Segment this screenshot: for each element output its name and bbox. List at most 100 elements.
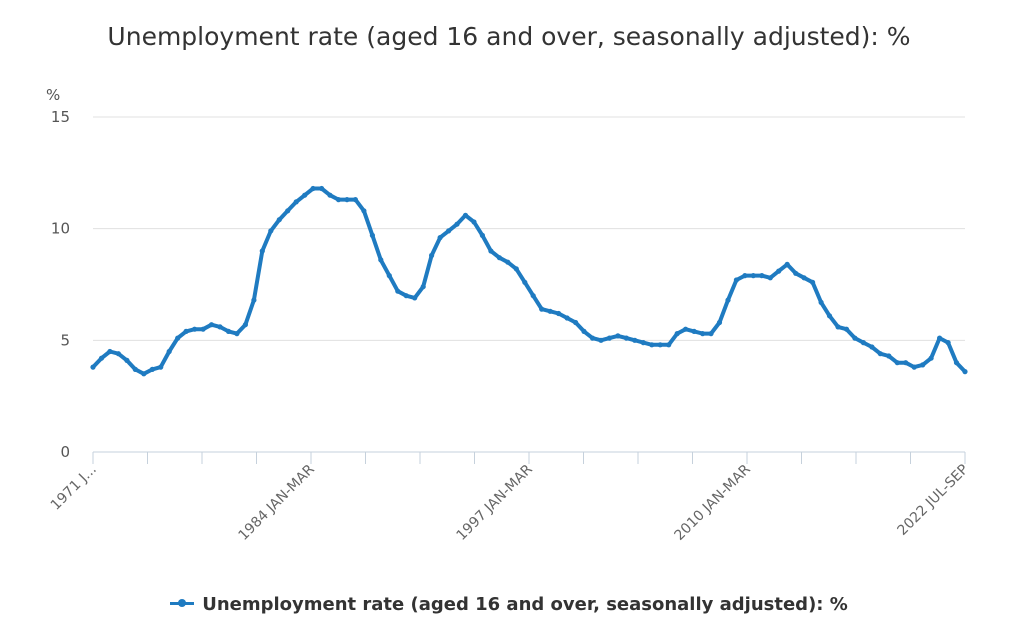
data-point[interactable] <box>581 328 587 334</box>
data-point[interactable] <box>835 324 841 330</box>
data-point[interactable] <box>920 362 926 368</box>
data-point[interactable] <box>649 342 655 348</box>
data-point[interactable] <box>522 279 528 285</box>
data-point[interactable] <box>640 340 646 346</box>
data-point[interactable] <box>437 235 443 241</box>
data-point[interactable] <box>606 335 613 341</box>
data-point[interactable] <box>420 284 426 290</box>
data-point[interactable] <box>361 208 367 214</box>
data-point[interactable] <box>708 331 714 337</box>
data-point[interactable] <box>302 192 308 198</box>
data-point[interactable] <box>691 328 697 334</box>
data-point[interactable] <box>200 326 206 332</box>
data-point[interactable] <box>327 192 333 198</box>
data-point[interactable] <box>446 228 452 234</box>
data-point[interactable] <box>962 369 968 375</box>
data-point[interactable] <box>818 299 824 305</box>
data-point[interactable] <box>192 326 198 332</box>
data-point[interactable] <box>683 326 689 332</box>
data-point[interactable] <box>623 335 630 341</box>
data-point[interactable] <box>90 364 96 370</box>
data-point[interactable] <box>276 217 282 223</box>
data-point[interactable] <box>869 344 875 350</box>
data-point[interactable] <box>759 273 765 279</box>
data-point[interactable] <box>251 297 257 303</box>
data-point[interactable] <box>547 308 553 314</box>
data-point[interactable] <box>598 337 604 343</box>
data-point[interactable] <box>268 228 274 234</box>
data-point[interactable] <box>725 297 731 303</box>
data-point[interactable] <box>589 335 596 341</box>
data-point[interactable] <box>242 322 248 328</box>
data-point[interactable] <box>175 335 181 341</box>
data-point[interactable] <box>285 208 291 214</box>
data-point[interactable] <box>767 275 773 281</box>
data-point[interactable] <box>742 273 748 279</box>
data-point[interactable] <box>953 360 960 366</box>
data-point[interactable] <box>132 366 138 372</box>
data-point[interactable] <box>98 355 105 361</box>
data-point[interactable] <box>945 340 951 346</box>
data-point[interactable] <box>928 355 934 361</box>
data-point[interactable] <box>505 259 511 265</box>
data-point[interactable] <box>513 266 519 272</box>
data-point[interactable] <box>124 357 130 363</box>
data-point[interactable] <box>403 293 409 299</box>
data-point[interactable] <box>471 219 477 225</box>
data-point[interactable] <box>886 353 892 359</box>
data-point[interactable] <box>488 248 494 254</box>
data-point[interactable] <box>386 273 392 279</box>
data-point[interactable] <box>352 197 358 203</box>
data-point[interactable] <box>810 279 816 285</box>
data-point[interactable] <box>750 273 756 279</box>
data-point[interactable] <box>234 331 240 337</box>
data-point[interactable] <box>395 288 401 294</box>
data-point[interactable] <box>344 197 350 203</box>
data-point[interactable] <box>843 326 850 332</box>
data-point[interactable] <box>530 293 536 299</box>
data-point[interactable] <box>429 252 435 259</box>
legend[interactable]: Unemployment rate (aged 16 and over, sea… <box>0 594 1018 615</box>
data-point[interactable] <box>556 310 562 317</box>
data-point[interactable] <box>776 268 782 274</box>
data-point[interactable] <box>454 221 460 227</box>
data-point[interactable] <box>700 331 706 337</box>
data-point[interactable] <box>369 232 375 238</box>
data-point[interactable] <box>158 364 164 370</box>
data-point[interactable] <box>716 319 723 326</box>
data-point[interactable] <box>412 295 418 301</box>
data-point[interactable] <box>149 366 155 372</box>
data-point[interactable] <box>115 351 121 357</box>
data-point[interactable] <box>674 331 680 337</box>
data-point[interactable] <box>937 335 943 341</box>
data-point[interactable] <box>894 360 900 366</box>
data-point[interactable] <box>183 328 189 334</box>
data-point[interactable] <box>573 319 579 326</box>
data-point[interactable] <box>479 232 485 238</box>
data-point[interactable] <box>293 199 299 205</box>
data-point[interactable] <box>852 335 858 341</box>
data-point[interactable] <box>335 197 342 203</box>
data-point[interactable] <box>378 257 384 263</box>
data-point[interactable] <box>208 322 215 328</box>
data-point[interactable] <box>860 340 867 346</box>
data-point[interactable] <box>259 248 265 254</box>
data-point[interactable] <box>107 348 113 355</box>
data-point[interactable] <box>225 328 232 334</box>
data-point[interactable] <box>657 342 663 348</box>
data-point[interactable] <box>539 306 545 312</box>
data-point[interactable] <box>826 313 833 319</box>
data-point[interactable] <box>141 371 147 377</box>
data-point[interactable] <box>166 348 172 355</box>
data-point[interactable] <box>496 255 502 261</box>
data-point[interactable] <box>877 351 883 357</box>
data-point[interactable] <box>310 185 316 192</box>
data-point[interactable] <box>733 277 740 283</box>
data-point[interactable] <box>462 212 469 218</box>
data-point[interactable] <box>801 275 807 281</box>
data-point[interactable] <box>319 185 325 192</box>
data-point[interactable] <box>903 360 909 366</box>
data-point[interactable] <box>615 333 621 339</box>
data-point[interactable] <box>793 270 799 276</box>
data-point[interactable] <box>632 337 638 343</box>
